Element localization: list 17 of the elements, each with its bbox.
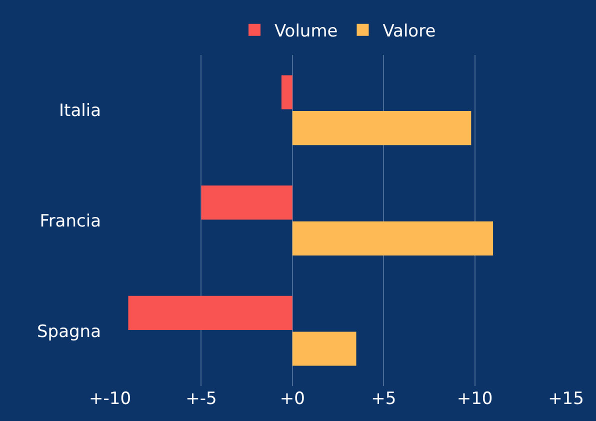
bar	[281, 75, 292, 110]
x-tick-label: +5	[371, 389, 396, 409]
x-tick-label: +0	[280, 389, 305, 409]
x-tick-label: +-10	[88, 389, 132, 409]
x-tick-label: +15	[548, 389, 584, 409]
y-tick-label: Italia	[59, 101, 101, 122]
x-tick-label: +10	[456, 389, 493, 409]
legend-label: Volume	[274, 22, 338, 42]
bar	[292, 111, 472, 146]
x-tick-label: +-5	[186, 389, 217, 409]
y-tick-label: Francia	[40, 211, 101, 232]
bar	[201, 186, 292, 220]
bar	[292, 221, 494, 256]
legend-label: Valore	[382, 22, 436, 42]
bar	[292, 332, 356, 366]
bar	[128, 296, 292, 330]
y-tick-label: Spagna	[37, 322, 101, 342]
